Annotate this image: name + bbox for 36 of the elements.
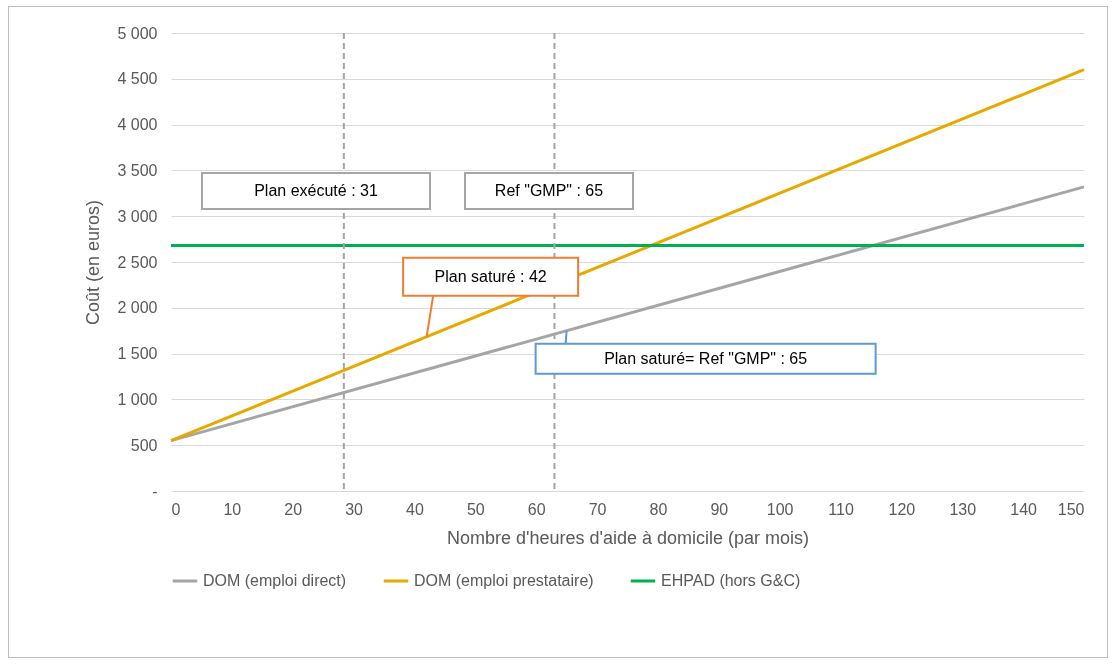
x-tick-label: 150 <box>1057 500 1085 518</box>
x-tick-label: 0 <box>171 500 181 518</box>
legend-label: DOM (emploi prestataire) <box>414 572 594 589</box>
y-axis-title: Coût (en euros) <box>83 199 104 326</box>
y-tick-label: 4 000 <box>117 116 158 134</box>
x-tick-label: 140 <box>1010 500 1038 518</box>
x-tick-label: 70 <box>588 500 607 518</box>
x-tick-label: 40 <box>406 500 424 518</box>
x-tick-label: 60 <box>527 500 546 518</box>
annotation: Plan exécuté : 31 <box>254 182 378 199</box>
y-tick-label: 1 500 <box>117 345 158 363</box>
y-tick-label: - <box>152 482 158 500</box>
legend-label: EHPAD (hors G&C) <box>661 572 801 589</box>
x-axis-title: Nombre d'heures d'aide à domicile (par mois) <box>446 527 810 548</box>
x-tick-label: 120 <box>888 500 916 518</box>
annotation: Ref "GMP" : 65 <box>494 182 604 199</box>
x-tick-label: 90 <box>710 500 729 518</box>
y-tick-label: 3 000 <box>117 207 158 225</box>
y-tick-label: 4 500 <box>117 70 158 88</box>
x-tick-label: 30 <box>345 500 364 518</box>
x-tick-label: 110 <box>828 500 854 518</box>
x-tick-label: 80 <box>649 500 668 518</box>
x-tick-label: 50 <box>466 500 485 518</box>
y-tick-label: 5 000 <box>117 24 158 42</box>
legend-label: DOM (emploi direct) <box>203 572 347 589</box>
y-tick-label: 2 000 <box>117 299 158 317</box>
x-tick-label: 10 <box>223 500 242 518</box>
y-tick-label: 500 <box>130 436 158 454</box>
y-tick-label: 1 000 <box>117 390 158 408</box>
x-tick-label: 100 <box>766 500 794 518</box>
y-tick-label: 3 500 <box>117 161 158 179</box>
annotation: Plan saturé= Ref "GMP" : 65 <box>604 349 808 367</box>
x-tick-label: 20 <box>284 500 303 518</box>
y-tick-label: 2 500 <box>117 253 158 271</box>
x-tick-label: 130 <box>949 500 977 518</box>
annotation: Plan saturé : 42 <box>434 267 547 285</box>
